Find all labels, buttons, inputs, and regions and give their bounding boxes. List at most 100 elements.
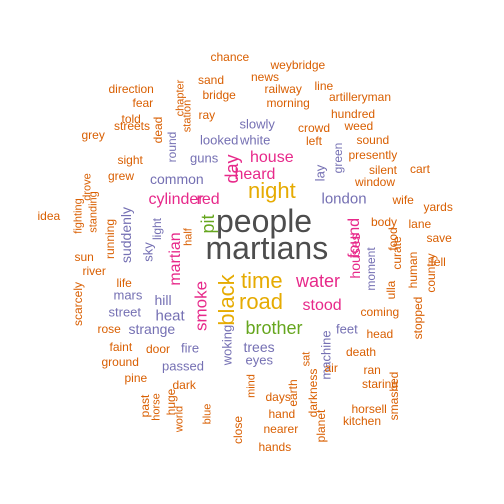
- cloud-word: guns: [190, 150, 219, 166]
- cloud-word: bridge: [202, 88, 236, 102]
- cloud-word: running: [103, 218, 118, 260]
- cloud-word: sat: [300, 351, 313, 367]
- cloud-word: coming: [360, 305, 400, 319]
- cloud-word: horsell: [351, 402, 387, 416]
- cloud-word: left: [306, 134, 323, 148]
- cloud-word: grey: [81, 128, 105, 142]
- cloud-word: cylinder: [148, 191, 204, 208]
- cloud-word: standing: [87, 191, 100, 233]
- cloud-word: kitchen: [343, 414, 382, 428]
- cloud-word: sky: [140, 242, 156, 262]
- cloud-word: woking: [219, 324, 235, 366]
- cloud-word: world: [173, 405, 186, 433]
- cloud-word: head: [366, 327, 394, 341]
- cloud-word: weybridge: [270, 58, 326, 72]
- cloud-word: smoke: [191, 280, 211, 332]
- cloud-word: lay: [312, 164, 328, 182]
- cloud-word: scarcely: [71, 281, 86, 327]
- cloud-word: moment: [364, 247, 379, 291]
- cloud-word: line: [314, 79, 334, 93]
- cloud-word: eyes: [245, 352, 273, 368]
- cloud-word: time: [241, 268, 283, 293]
- cloud-word: half: [182, 228, 195, 246]
- cloud-word: red: [196, 191, 220, 208]
- cloud-word: day: [222, 154, 243, 184]
- cloud-word: sun: [74, 250, 94, 264]
- cloud-word: fell: [430, 255, 446, 269]
- cloud-word: fear: [132, 96, 154, 110]
- cloud-word: chance: [210, 50, 250, 64]
- cloud-word: pine: [124, 371, 148, 385]
- cloud-word: people: [216, 203, 313, 239]
- cloud-word: presently: [348, 148, 398, 162]
- cloud-word: blue: [201, 403, 214, 425]
- cloud-word: light: [150, 217, 165, 241]
- cloud-word: hundred: [331, 107, 376, 121]
- cloud-word: sight: [117, 153, 143, 167]
- cloud-word: street: [108, 304, 142, 320]
- cloud-word: dead: [150, 116, 165, 144]
- cloud-word: save: [426, 231, 452, 245]
- cloud-word: river: [82, 264, 106, 278]
- cloud-word: sound: [356, 133, 390, 147]
- cloud-word: cart: [410, 162, 431, 176]
- cloud-word: dark: [172, 378, 196, 392]
- cloud-word: sand: [198, 73, 225, 87]
- cloud-word: green: [330, 142, 345, 174]
- cloud-word: mars: [113, 287, 143, 303]
- cloud-word: hand: [268, 407, 296, 421]
- cloud-word: grew: [108, 169, 135, 183]
- cloud-word: human: [405, 251, 420, 289]
- cloud-word: staring: [362, 377, 399, 391]
- cloud-word: body: [371, 215, 398, 229]
- cloud-word: told: [121, 112, 141, 126]
- cloud-word: heard: [234, 166, 276, 183]
- cloud-word: houses: [347, 233, 364, 279]
- cloud-word: fighting: [72, 198, 85, 234]
- cloud-word: days: [265, 390, 291, 404]
- cloud-word: mind: [245, 374, 258, 398]
- cloud-word: black: [214, 274, 240, 326]
- cloud-word: hands: [258, 440, 292, 454]
- cloud-word: death: [346, 345, 377, 359]
- cloud-word: wife: [392, 193, 414, 207]
- cloud-word: direction: [108, 82, 154, 96]
- cloud-word: passed: [162, 358, 204, 374]
- cloud-word: hill: [154, 292, 172, 308]
- cloud-word: window: [355, 175, 396, 189]
- cloud-word: heat: [155, 307, 185, 325]
- cloud-word: news: [251, 70, 280, 84]
- cloud-word: house: [250, 149, 294, 166]
- cloud-word: planet: [313, 409, 328, 443]
- cloud-word: lane: [408, 217, 432, 231]
- cloud-word: rose: [97, 322, 121, 336]
- cloud-word: white: [240, 132, 271, 148]
- cloud-word: curate: [390, 236, 405, 270]
- cloud-word: nearer: [263, 422, 299, 436]
- cloud-word: feet: [336, 321, 358, 337]
- cloud-word: night: [248, 178, 296, 203]
- cloud-word: door: [146, 342, 171, 356]
- cloud-word: fire: [181, 340, 200, 356]
- cloud-word: railway: [264, 82, 302, 96]
- cloud-word: round: [164, 131, 179, 163]
- cloud-word: life: [116, 276, 132, 290]
- cloud-word: stopped: [410, 296, 425, 340]
- cloud-word: ulla: [383, 280, 398, 300]
- cloud-word: stood: [302, 297, 342, 314]
- cloud-word: slowly: [239, 116, 275, 132]
- cloud-word: horse: [150, 393, 163, 421]
- cloud-word: pit: [198, 214, 219, 234]
- cloud-word: close: [231, 415, 246, 445]
- cloud-word: morning: [266, 96, 310, 110]
- cloud-word: ray: [198, 108, 216, 122]
- cloud-word: trees: [243, 339, 275, 355]
- cloud-word: martians: [205, 230, 329, 266]
- cloud-word: air: [324, 361, 338, 375]
- cloud-word: silent: [369, 163, 398, 177]
- cloud-word: yards: [423, 200, 453, 214]
- cloud-word: road: [239, 289, 284, 314]
- cloud-word: past: [137, 394, 152, 418]
- cloud-word: water: [296, 271, 341, 291]
